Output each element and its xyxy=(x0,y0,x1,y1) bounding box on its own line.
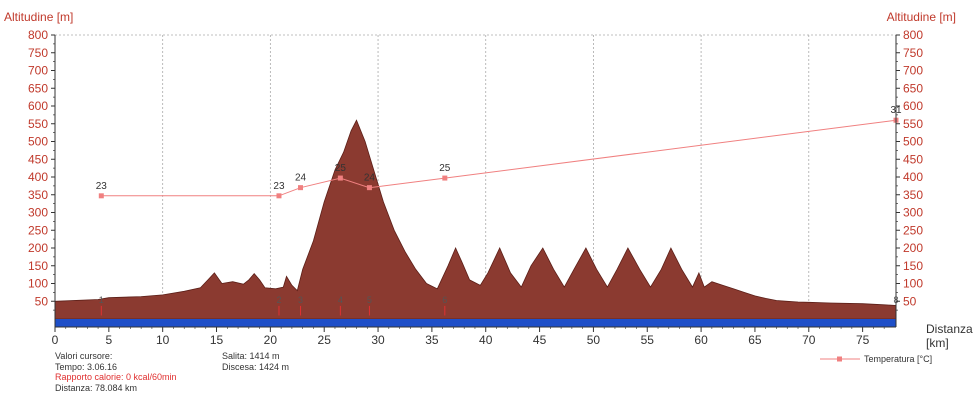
y-tick-label-left: 500 xyxy=(28,135,48,149)
elevation-area xyxy=(54,119,897,320)
x-tick-label: 35 xyxy=(425,333,439,347)
y-tick-label-left: 300 xyxy=(28,206,48,220)
ascent-value: Salita: 1414 m xyxy=(222,351,280,361)
waypoint-marker-label: 2 xyxy=(276,295,281,305)
x-axis-label-unit: [km] xyxy=(926,336,949,350)
y-tick-label-right: 650 xyxy=(903,81,923,95)
waypoint-marker-label: 1 xyxy=(99,295,104,305)
x-axis-label-text: Distanza xyxy=(926,322,973,336)
x-tick-label: 25 xyxy=(318,333,332,347)
grid-lines xyxy=(55,34,896,327)
y-tick-label-left: 150 xyxy=(28,259,48,273)
y-tick-label-left: 750 xyxy=(28,46,48,60)
x-tick-label: 45 xyxy=(533,333,547,347)
waypoint-marker-label: 4 xyxy=(338,295,343,305)
y-tick-label-right: 750 xyxy=(903,46,923,60)
x-tick-label: 40 xyxy=(479,333,493,347)
waypoint-marker-label: 3 xyxy=(298,295,303,305)
temperature-label: 25 xyxy=(335,163,347,174)
x-tick-label: 50 xyxy=(587,333,601,347)
y-tick-label-left: 100 xyxy=(28,277,48,291)
x-tick-label: 75 xyxy=(856,333,870,347)
x-tick-label: 30 xyxy=(371,333,385,347)
baseline-bar xyxy=(55,319,896,327)
x-tick-label: 60 xyxy=(694,333,708,347)
y-tick-label-right: 250 xyxy=(903,223,923,237)
x-tick-label: 55 xyxy=(641,333,655,347)
temperature-label: 23 xyxy=(96,181,108,192)
temperature-point xyxy=(337,175,343,181)
y-tick-label-left: 450 xyxy=(28,152,48,166)
temperature-label: 25 xyxy=(439,163,451,174)
y-tick-label-right: 700 xyxy=(903,64,923,78)
y-tick-label-right: 500 xyxy=(903,135,923,149)
y-tick-label-right: 100 xyxy=(903,277,923,291)
x-tick-label: 10 xyxy=(156,333,170,347)
temperature-point xyxy=(276,193,282,199)
legend-temperature-swatch xyxy=(820,356,860,362)
y-tick-label-left: 550 xyxy=(28,117,48,131)
y-tick-label-left: 350 xyxy=(28,188,48,202)
elevation-profile xyxy=(54,119,897,320)
temperature-line xyxy=(101,119,897,197)
temperature-label: 24 xyxy=(364,173,376,184)
y-tick-label-left: 650 xyxy=(28,81,48,95)
x-tick-label: 15 xyxy=(210,333,224,347)
temperature-label: 24 xyxy=(295,173,307,184)
waypoint-marker-label: 5 xyxy=(367,295,372,305)
y-tick-label-right: 200 xyxy=(903,241,923,255)
temperature-point xyxy=(366,185,372,191)
x-tick-label: 0 xyxy=(52,333,59,347)
temperature-point xyxy=(98,193,104,199)
y-tick-label-left: 50 xyxy=(35,294,49,308)
y-tick-label-right: 300 xyxy=(903,206,923,220)
y-tick-label-right: 550 xyxy=(903,117,923,131)
y-tick-label-right: 350 xyxy=(903,188,923,202)
y-tick-label-right: 400 xyxy=(903,170,923,184)
waypoint-marker-label: 6 xyxy=(442,295,447,305)
calories-value: Rapporto calorie: 0 kcal/60min xyxy=(55,372,177,382)
temperature-point xyxy=(298,185,304,191)
y-tick-label-right: 450 xyxy=(903,152,923,166)
temperature-point xyxy=(442,175,448,181)
x-tick-label: 65 xyxy=(748,333,762,347)
y-axis-label-left: Altitudine [m] xyxy=(4,10,74,24)
legend-temperature-label: Temperatura [°C] xyxy=(864,354,933,364)
x-tick-label: 70 xyxy=(802,333,816,347)
x-tick-label: 20 xyxy=(264,333,278,347)
y-tick-label-left: 400 xyxy=(28,170,48,184)
y-tick-label-left: 250 xyxy=(28,223,48,237)
y-tick-label-right: 50 xyxy=(903,294,917,308)
descent-value: Discesa: 1424 m xyxy=(222,361,290,372)
y-tick-label-left: 600 xyxy=(28,99,48,113)
x-axis-label: Distanza [km] xyxy=(926,322,973,350)
ascent-descent-info: Salita: 1414 m Discesa: 1424 m xyxy=(222,351,289,372)
time-value: Tempo: 3.06.16 xyxy=(55,361,118,372)
y-tick-label-right: 600 xyxy=(903,99,923,113)
x-tick-label: 5 xyxy=(105,333,112,347)
cursor-title: Valori cursore: xyxy=(55,351,113,361)
distance-bar xyxy=(55,319,896,327)
temperature-label: 23 xyxy=(273,181,285,192)
y-axis-label-right: Altitudine [m] xyxy=(886,10,956,24)
cursor-info: Valori cursore: Tempo: 3.06.16 Rapporto … xyxy=(55,351,177,393)
y-tick-label-right: 800 xyxy=(903,28,923,42)
y-tick-label-right: 150 xyxy=(903,259,923,273)
legend: Temperatura [°C] xyxy=(820,354,932,364)
y-tick-label-left: 800 xyxy=(28,28,48,42)
y-tick-label-left: 700 xyxy=(28,64,48,78)
y-tick-label-left: 200 xyxy=(28,241,48,255)
distance-value: Distanza: 78.084 km xyxy=(55,382,138,393)
